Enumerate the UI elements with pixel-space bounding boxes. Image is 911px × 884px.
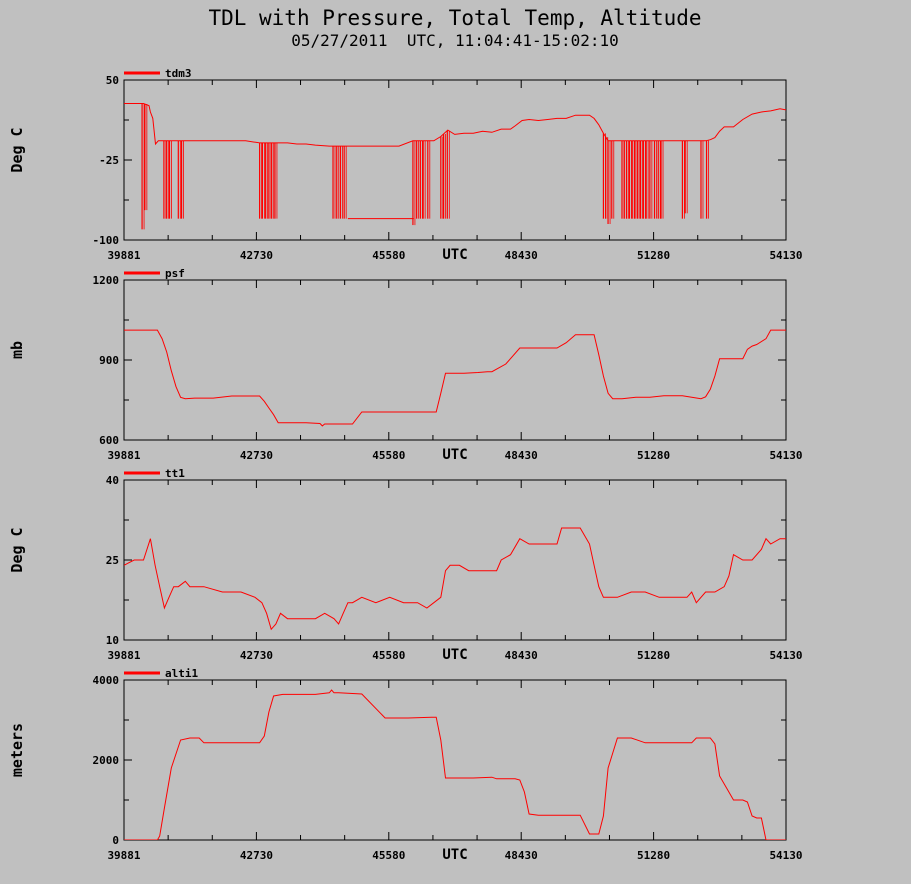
series-line-alti1 — [124, 689, 786, 840]
x-tick-label: 45580 — [372, 249, 405, 262]
legend-label: alti1 — [165, 667, 198, 680]
panels: 50 -25 -100 39881 42730 45580 48430 51280 54130 U… — [8, 67, 803, 863]
y-tick-label: 25 — [106, 554, 119, 567]
data-layer — [124, 329, 786, 427]
y-tick-label: -25 — [99, 154, 119, 167]
figure-title: TDL with Pressure, Total Temp, Altitude — [208, 6, 701, 30]
y-tick-label: 2000 — [93, 754, 120, 767]
x-axis-label: UTC — [442, 647, 467, 663]
x-tick-label: 42730 — [240, 649, 273, 662]
panel-4: 4000 2000 0 39881 42730 45580 48430 51280 54130 U… — [8, 667, 803, 863]
plot-frame — [123, 279, 787, 441]
x-tick-label: 51280 — [637, 249, 670, 262]
x-tick-label: 48430 — [505, 249, 538, 262]
x-tick-label: 54130 — [769, 649, 802, 662]
y-tick-label: 10 — [106, 634, 119, 647]
x-tick-label: 54130 — [769, 449, 802, 462]
y-tick-label: -100 — [93, 234, 120, 247]
x-tick-label: 48430 — [505, 849, 538, 862]
x-tick-label: 39881 — [107, 449, 140, 462]
data-layer — [124, 103, 786, 230]
y-tick-label: 0 — [112, 834, 119, 847]
legend-label: tt1 — [165, 467, 185, 480]
panel-1: 50 -25 -100 39881 42730 45580 48430 51280 54130 U… — [8, 67, 803, 263]
x-axis-label: UTC — [442, 247, 467, 263]
y-tick-label: 40 — [106, 474, 119, 487]
data-layer — [124, 689, 786, 840]
x-axis-label: UTC — [442, 847, 467, 863]
plot-frame — [123, 79, 787, 241]
data-layer — [124, 527, 786, 631]
panel-2: 1200 900 600 39881 42730 45580 48430 51280 54130… — [8, 267, 803, 463]
series-line-psf — [124, 329, 786, 427]
plot-frame — [123, 679, 787, 841]
x-tick-label: 48430 — [505, 649, 538, 662]
y-axis-label: meters — [8, 723, 26, 777]
x-tick-label: 39881 — [107, 649, 140, 662]
legend-label: tdm3 — [165, 67, 192, 80]
y-tick-label: 50 — [106, 74, 119, 87]
x-tick-label: 39881 — [107, 249, 140, 262]
figure-subtitle: 05/27/2011 UTC, 11:04:41-15:02:10 — [291, 31, 619, 50]
y-tick-label: 1200 — [93, 274, 120, 287]
x-tick-label: 45580 — [372, 649, 405, 662]
y-axis-label: mb — [8, 341, 26, 359]
x-tick-label: 54130 — [769, 849, 802, 862]
y-tick-label: 900 — [99, 354, 119, 367]
x-tick-label: 39881 — [107, 849, 140, 862]
series-line-tt1 — [124, 527, 786, 631]
y-axis-label: Deg C — [8, 527, 26, 572]
panel-3: 40 25 10 39881 42730 45580 48430 51280 54130 UTC D… — [8, 467, 803, 663]
x-tick-label: 45580 — [372, 449, 405, 462]
series-line-tdm3 — [124, 103, 786, 147]
x-tick-label: 42730 — [240, 249, 273, 262]
x-tick-label: 54130 — [769, 249, 802, 262]
x-tick-label: 45580 — [372, 849, 405, 862]
legend-label: psf — [165, 267, 185, 280]
x-axis-label: UTC — [442, 447, 467, 463]
x-tick-label: 48430 — [505, 449, 538, 462]
y-tick-label: 4000 — [93, 674, 120, 687]
x-tick-label: 42730 — [240, 849, 273, 862]
plot-frame — [123, 479, 787, 641]
x-tick-label: 51280 — [637, 449, 670, 462]
x-tick-label: 51280 — [637, 649, 670, 662]
y-axis-label: Deg C — [8, 127, 26, 172]
y-tick-label: 600 — [99, 434, 119, 447]
x-tick-label: 42730 — [240, 449, 273, 462]
x-tick-label: 51280 — [637, 849, 670, 862]
